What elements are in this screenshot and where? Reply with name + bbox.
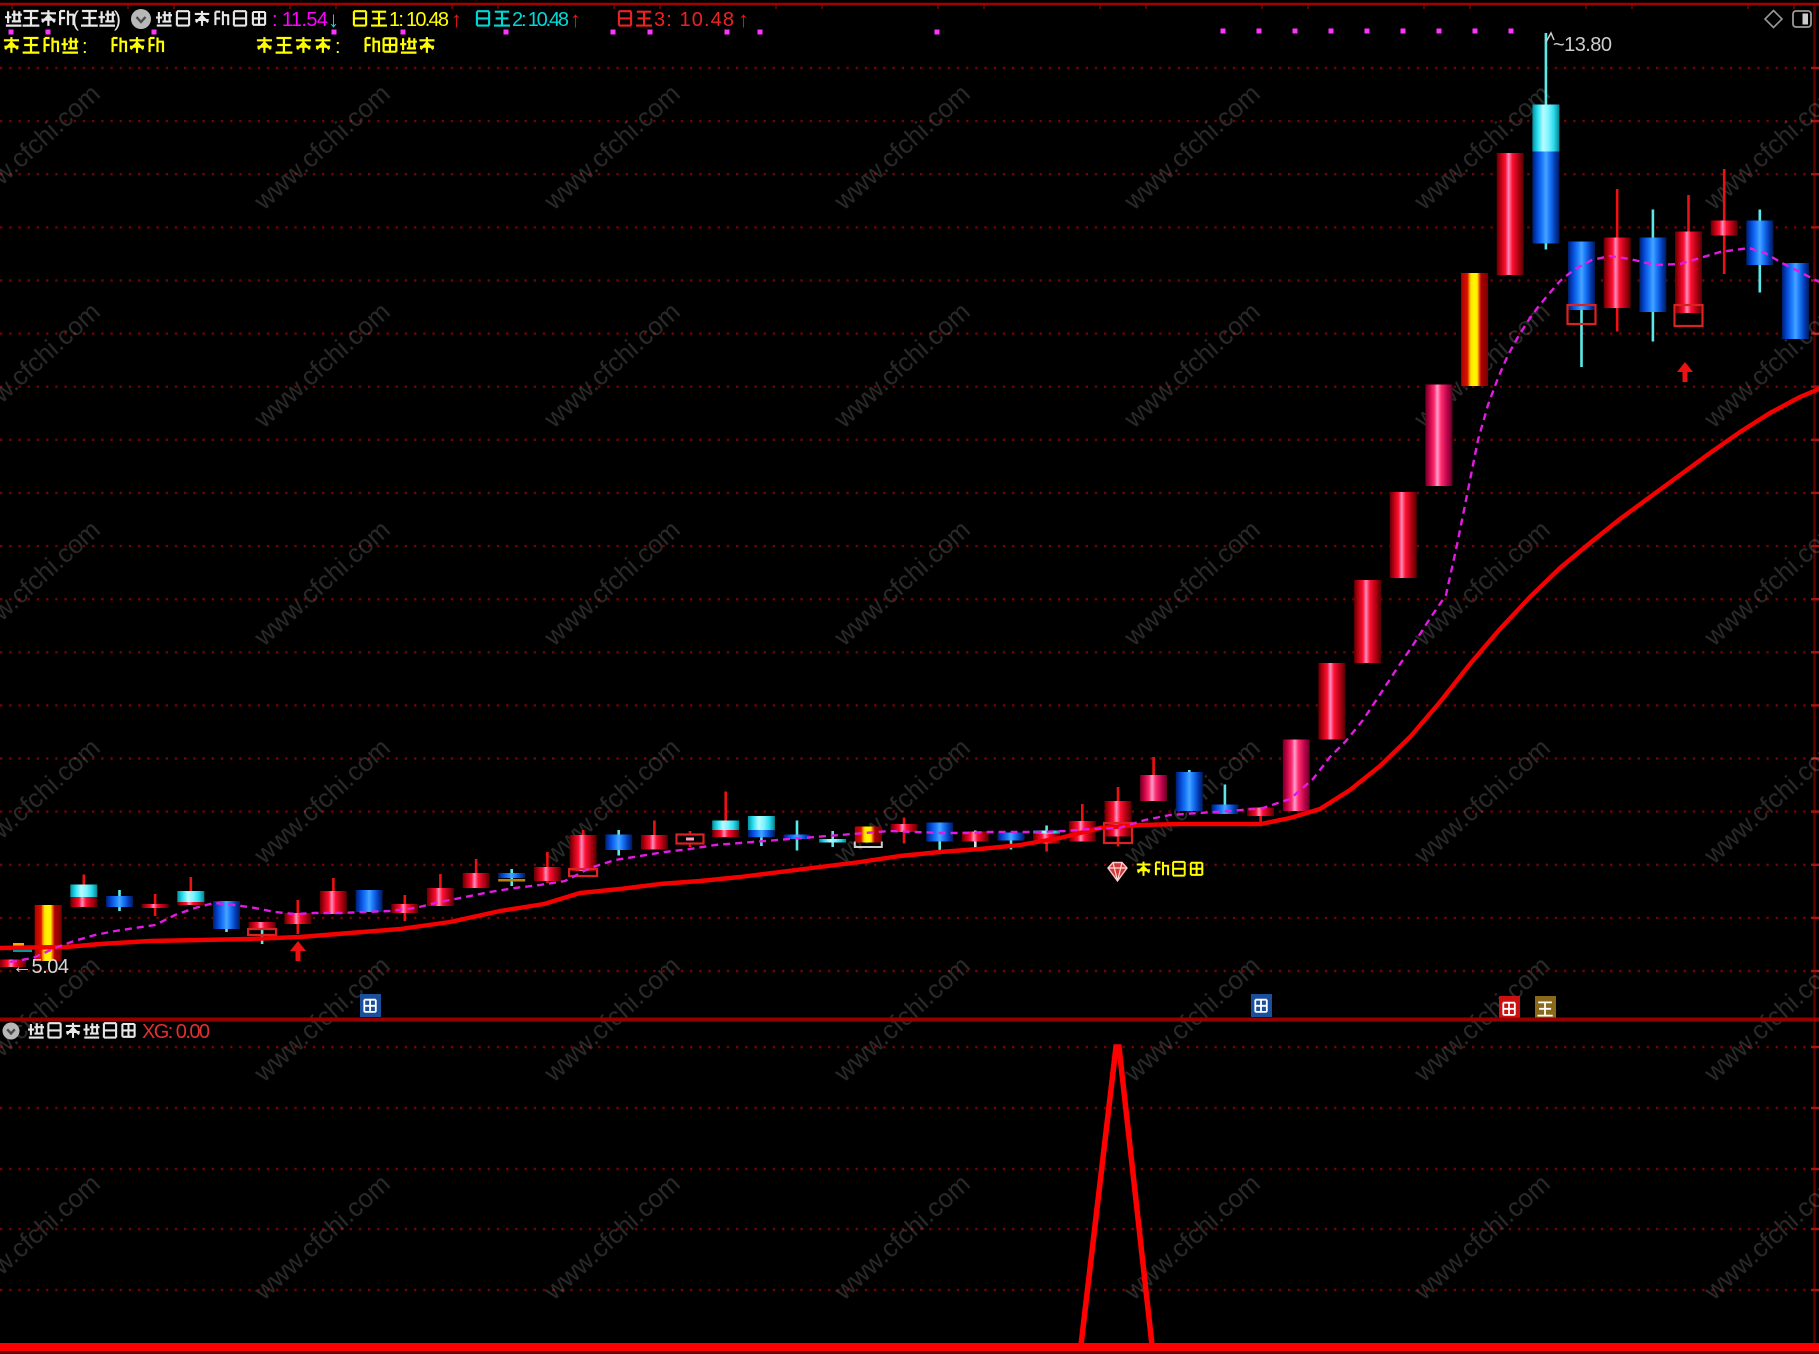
svg-text::: :: [82, 36, 88, 58]
svg-text:: 11.54: : 11.54: [272, 9, 328, 31]
svg-text:2: 10.48: 2: 10.48: [512, 9, 569, 31]
svg-text:↑: ↑: [451, 7, 462, 32]
svg-text::: :: [335, 36, 341, 58]
svg-text:(: (: [72, 8, 79, 31]
svg-text:↑: ↑: [570, 7, 581, 32]
svg-text:): ): [114, 8, 121, 31]
svg-text:←5.04: ←5.04: [12, 956, 69, 978]
svg-text:↑: ↑: [738, 7, 749, 32]
svg-text:3: 10.48: 3: 10.48: [654, 9, 734, 31]
svg-text:~13.80: ~13.80: [1553, 34, 1612, 56]
svg-text:XG: 0.00: XG: 0.00: [142, 1021, 210, 1043]
svg-text:1: 10.48: 1: 10.48: [389, 9, 449, 31]
svg-text:↓: ↓: [328, 7, 339, 32]
